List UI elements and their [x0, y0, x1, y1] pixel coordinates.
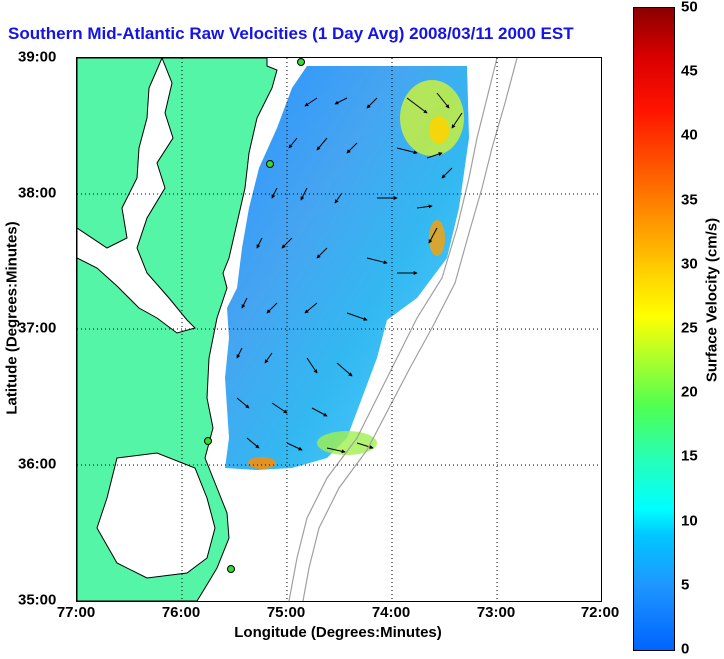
x-axis-label: Longitude (Degrees:Minutes) [234, 624, 442, 641]
colorbar-tick-label: 0 [681, 640, 690, 658]
colorbar-tick-label: 25 [681, 319, 698, 337]
colorbar-tick-label: 35 [681, 191, 698, 209]
y-tick-label: 36:00 [18, 455, 57, 473]
map-grid [77, 58, 601, 601]
colorbar-tick-label: 45 [681, 62, 698, 80]
velocity-field [225, 66, 469, 470]
velocity-vectors [236, 92, 463, 454]
bathymetry-contours [288, 58, 518, 601]
map-plot-area [76, 57, 602, 602]
colorbar-tick-label: 5 [681, 576, 690, 594]
x-tick-label: 74:00 [371, 604, 411, 621]
colorbar-tick-label: 10 [681, 512, 698, 530]
x-tick-label: 72:00 [580, 604, 620, 621]
map-canvas [77, 58, 601, 601]
y-tick-label: 37:00 [18, 319, 57, 337]
chesapeake-bay [77, 58, 196, 334]
plot-title: Southern Mid-Atlantic Raw Velocities (1 … [8, 24, 574, 43]
y-axis-label: Latitude (Degrees:Minutes) [3, 221, 21, 415]
radar-sites [204, 58, 305, 573]
pamlico-sound [96, 452, 216, 579]
colorbar-tick-label: 20 [681, 383, 698, 401]
colorbar-tick-label: 30 [681, 255, 698, 273]
colorbar-tick-label: 40 [681, 126, 698, 144]
colorbar-label: Surface Velocity (cm/s) [703, 217, 721, 383]
y-tick-label: 39:00 [18, 48, 57, 66]
x-tick-label: 75:00 [266, 604, 306, 621]
y-tick-label: 35:00 [18, 591, 57, 609]
velocity-colorbar [633, 7, 675, 651]
x-tick-label: 77:00 [56, 604, 96, 621]
y-tick-label: 38:00 [18, 184, 57, 202]
x-tick-label: 73:00 [476, 604, 516, 621]
colorbar-tick-label: 50 [681, 0, 698, 16]
colorbar-tick-label: 15 [681, 447, 698, 465]
x-tick-label: 76:00 [161, 604, 201, 621]
